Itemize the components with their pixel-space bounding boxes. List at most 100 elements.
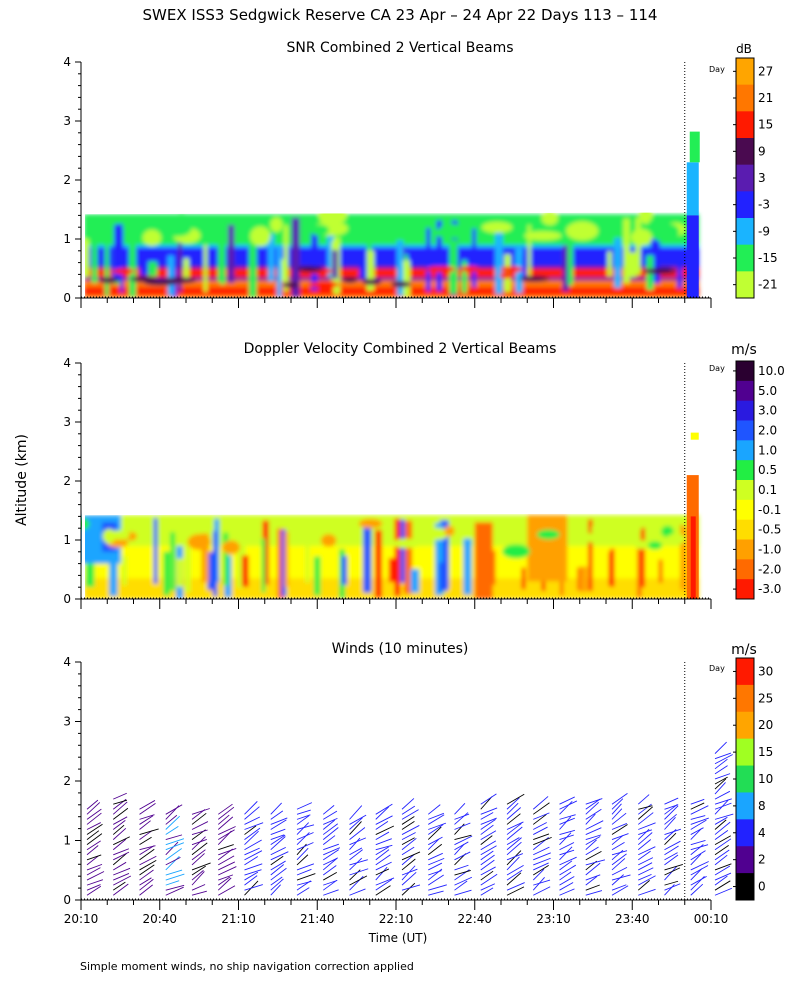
wind-barb [296, 832, 310, 845]
colorbar-swatch [736, 846, 754, 874]
winds-panel-title: Winds (10 minutes) [332, 641, 469, 657]
wind-barb [428, 852, 443, 861]
wind-barb [218, 829, 235, 840]
wind-barb [714, 776, 728, 785]
wind-barb [664, 804, 679, 810]
field-blob [187, 534, 211, 550]
wind-barb [375, 806, 390, 820]
wind-barb [585, 820, 604, 830]
field-streak [607, 251, 612, 277]
field-streak [654, 240, 660, 284]
field-blob [358, 518, 383, 529]
wind-barb [559, 842, 575, 851]
field-blob [566, 221, 599, 241]
x-tick-label: 00:10 [694, 912, 729, 926]
wind-barb [480, 859, 495, 871]
wind-barb [559, 846, 573, 861]
wind-barb [401, 884, 421, 891]
wind-barb [139, 828, 159, 835]
wind-barb [506, 823, 522, 835]
wind-barb [714, 865, 731, 876]
wind-barb [480, 845, 497, 856]
y-tick-label: 1 [63, 834, 71, 848]
wind-barb [191, 829, 208, 835]
wind-barb [480, 840, 497, 851]
colorbar-swatch [736, 244, 754, 272]
field-blob [536, 529, 560, 540]
field-blob [99, 277, 120, 284]
wind-barb [270, 810, 284, 820]
wind-barb [664, 866, 678, 881]
footnote: Simple moment winds, no ship navigation … [80, 960, 414, 973]
wind-barb [375, 866, 388, 881]
wind-barb [139, 845, 155, 856]
colorbar-swatch [736, 499, 754, 521]
wind-barb [375, 885, 391, 896]
wind-barb [165, 841, 179, 856]
wind-barb [533, 826, 548, 835]
wind-barb [165, 804, 183, 815]
wind-barb [86, 840, 101, 851]
wind-barb [139, 814, 155, 820]
wind-barb [217, 876, 231, 886]
snr-day-label: Day [709, 65, 725, 74]
wind-barb [428, 890, 444, 896]
wind-barb [664, 880, 679, 886]
colorbar-tick-label: 21 [758, 91, 773, 105]
wind-barb [427, 824, 444, 835]
field-blob [342, 276, 358, 283]
wind-barb [244, 875, 258, 886]
colorbar-swatch [736, 738, 754, 767]
field-streak [311, 228, 318, 291]
colorbar-tick-label: -1.0 [758, 542, 781, 556]
x-tick-label: 21:40 [300, 912, 335, 926]
field-edge [82, 62, 85, 298]
wind-barb [349, 869, 361, 881]
field-blob [630, 228, 653, 246]
wind-barb [690, 817, 709, 825]
wind-barb [113, 881, 126, 891]
wind-barb [532, 796, 549, 810]
field-blob [658, 223, 680, 240]
y-tick-label: 0 [63, 291, 71, 305]
wind-barb [86, 823, 103, 835]
snr-colorbar: 27 21 15 9 3 -3 -9 -15 -21 [733, 57, 778, 299]
wind-barb [375, 846, 389, 856]
wind-barb [191, 890, 207, 896]
wind-barb [139, 878, 154, 891]
wind-barb [401, 837, 415, 846]
wind-barb [690, 839, 706, 846]
wind-barb [533, 833, 550, 841]
wind-barb [86, 822, 101, 830]
wind-barb [401, 809, 419, 820]
wind-barb [559, 849, 575, 856]
wind-barb [165, 884, 185, 891]
wind-barb [454, 822, 471, 830]
wind-barb [139, 830, 153, 840]
wind-barb [113, 851, 130, 861]
colorbar-swatch [736, 658, 754, 686]
wind-barb [270, 864, 285, 876]
field-streak [677, 258, 683, 289]
field-blob [142, 229, 162, 246]
wind-barb [401, 837, 417, 851]
field-streak [227, 224, 235, 283]
y-tick-label: 3 [63, 715, 71, 729]
field-streak [280, 259, 286, 281]
field-streak [184, 518, 191, 593]
colorbar-swatch [736, 480, 754, 501]
wind-barb [714, 880, 731, 891]
wind-barb [559, 871, 572, 881]
wind-barb [86, 879, 104, 886]
colorbar-swatch [736, 84, 754, 112]
field-streak [268, 234, 275, 282]
wind-barb [714, 835, 731, 846]
wind-barb [454, 889, 472, 896]
field-streak [402, 260, 411, 297]
field-blob [297, 266, 323, 273]
wind-barb [506, 826, 523, 840]
wind-barb [559, 864, 576, 876]
wind-barb [112, 883, 129, 896]
colorbar-swatch [736, 579, 754, 600]
